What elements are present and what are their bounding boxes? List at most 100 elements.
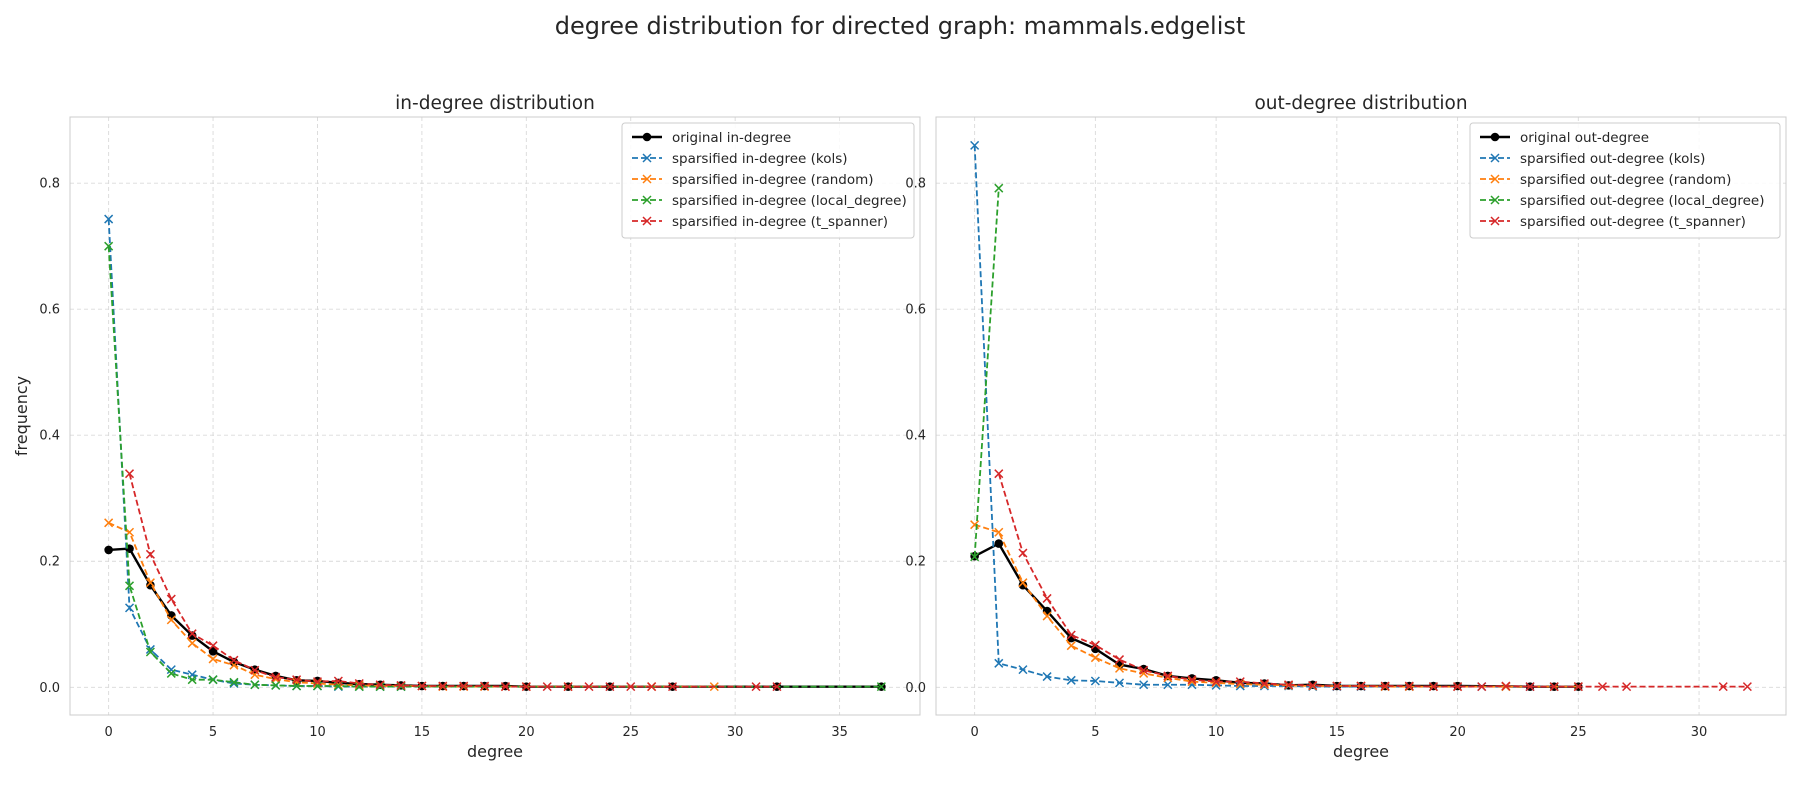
data-point	[1718, 682, 1728, 692]
data-point	[229, 655, 239, 665]
data-point	[1163, 680, 1173, 690]
data-point	[124, 469, 135, 479]
data-point	[1428, 682, 1438, 692]
figure-title: degree distribution for directed graph: …	[555, 12, 1246, 40]
data-point	[1018, 580, 1028, 590]
data-point	[1211, 677, 1221, 687]
data-point	[1066, 675, 1076, 685]
data-point	[1114, 678, 1125, 688]
legend-entry-label: sparsified out-degree (kols)	[1520, 151, 1705, 167]
data-point	[208, 641, 218, 651]
legend-entry-label: sparsified in-degree (local_degree)	[672, 193, 907, 209]
legend-marker	[1490, 216, 1500, 226]
legend-entry-label: original out-degree	[1520, 130, 1649, 146]
data-point	[396, 682, 406, 692]
data-point	[480, 681, 490, 691]
data-point	[166, 615, 176, 625]
series-sparsified-out-degree-t-spanner-	[994, 469, 1752, 692]
data-point	[994, 527, 1004, 537]
data-point	[994, 469, 1004, 479]
data-point	[208, 675, 218, 685]
x-tick-label: 25	[1570, 725, 1587, 740]
legend-marker	[1490, 195, 1500, 205]
x-tick-label: 30	[1691, 725, 1708, 740]
data-point	[521, 682, 531, 692]
series-line	[107, 246, 882, 688]
legend-entry-label: original in-degree	[672, 130, 791, 146]
x-tick-label: 15	[414, 725, 431, 740]
data-point	[751, 682, 761, 692]
legend-marker	[642, 216, 652, 226]
data-point	[1549, 682, 1559, 692]
data-point	[104, 241, 114, 251]
data-point	[1163, 671, 1173, 681]
data-point	[1114, 663, 1125, 673]
legend-entry-label: sparsified in-degree (t_spanner)	[672, 214, 888, 230]
data-point	[994, 183, 1004, 193]
data-point	[584, 682, 594, 692]
data-point	[626, 682, 636, 692]
data-point	[1622, 682, 1632, 692]
data-point	[1308, 680, 1318, 690]
data-point	[1235, 677, 1245, 687]
series-sparsified-out-degree-local-degree-	[970, 183, 1004, 562]
x-axis-label: degree	[1333, 742, 1389, 761]
legend-marker	[642, 153, 652, 163]
data-point	[187, 631, 197, 640]
x-tick-label: 10	[1208, 725, 1225, 740]
x-tick-label: 0	[104, 725, 112, 740]
data-point	[124, 581, 135, 591]
data-point	[1018, 548, 1028, 558]
data-point	[104, 518, 114, 528]
data-point	[1332, 681, 1342, 691]
y-tick-label: 0.2	[39, 555, 60, 570]
data-point	[994, 539, 1004, 548]
x-tick-label: 20	[518, 725, 535, 740]
data-point	[1018, 578, 1028, 588]
legend-entry-label: sparsified in-degree (random)	[672, 172, 874, 188]
legend-marker	[642, 132, 652, 142]
data-point	[1139, 665, 1149, 675]
data-point	[1477, 682, 1487, 692]
x-tick-label: 20	[1449, 725, 1466, 740]
data-point	[354, 678, 364, 689]
data-point	[1380, 681, 1390, 691]
data-point	[772, 682, 782, 692]
data-point	[970, 552, 980, 562]
data-point	[1090, 653, 1100, 663]
data-point	[647, 682, 657, 692]
data-point	[1066, 641, 1076, 651]
data-point	[166, 594, 176, 604]
x-tick-label: 5	[1091, 725, 1099, 740]
plot-frame	[69, 116, 921, 716]
data-point	[1453, 682, 1463, 692]
data-point	[1259, 678, 1269, 689]
data-point	[1114, 655, 1125, 665]
data-point	[1501, 681, 1511, 691]
out-degree-panel: 0 5 10 15 20 25 30 0.0 0.2 0.4 0.6 0.8 out-degree di…	[905, 93, 1787, 761]
data-point	[1090, 676, 1100, 686]
data-point	[208, 647, 218, 656]
data-point	[438, 681, 448, 691]
x-tick-label: 15	[1329, 725, 1346, 740]
legend-marker	[1490, 153, 1500, 163]
data-point	[876, 682, 886, 692]
data-point	[166, 665, 176, 675]
legend-marker	[642, 174, 652, 184]
x-tick-label: 25	[622, 725, 639, 740]
y-tick-label: 0.8	[905, 177, 926, 192]
data-point	[1042, 611, 1052, 621]
data-point	[187, 629, 197, 639]
y-tick-label: 0.6	[905, 303, 926, 318]
data-point	[229, 677, 239, 687]
legend-marker	[642, 195, 652, 205]
data-point	[1742, 682, 1752, 692]
data-point	[104, 214, 114, 224]
data-point	[1404, 681, 1414, 691]
y-tick-label: 0.0	[905, 681, 926, 696]
legend-marker	[1490, 174, 1500, 184]
panel-title: out-degree distribution	[1254, 93, 1467, 114]
data-point	[1042, 593, 1052, 603]
data-point	[417, 681, 427, 691]
